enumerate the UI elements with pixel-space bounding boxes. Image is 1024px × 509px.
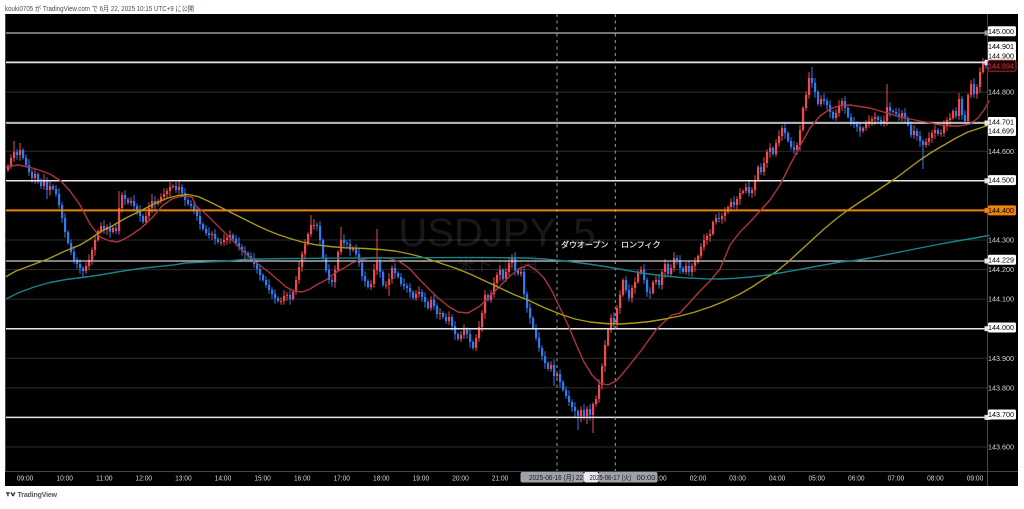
- svg-text:14:00: 14:00: [215, 473, 232, 482]
- svg-text:20:00: 20:00: [452, 473, 469, 482]
- svg-text:12:00: 12:00: [136, 473, 153, 482]
- svg-text:143.700: 143.700: [988, 410, 1014, 419]
- svg-text:144.229: 144.229: [988, 255, 1014, 264]
- svg-text:03:00: 03:00: [729, 473, 746, 482]
- svg-text:144.200: 144.200: [988, 265, 1014, 274]
- svg-text:144.300: 144.300: [988, 236, 1014, 245]
- svg-text:143.600: 143.600: [988, 443, 1014, 452]
- svg-text:04:00: 04:00: [769, 473, 786, 482]
- svg-text:2025-06-17 (火): 2025-06-17 (火): [590, 474, 632, 482]
- svg-text:144.500: 144.500: [988, 176, 1014, 185]
- svg-text:144.894: 144.894: [988, 61, 1014, 70]
- svg-text:144.000: 144.000: [988, 323, 1014, 332]
- svg-text:144.900: 144.900: [988, 51, 1014, 60]
- svg-text:144.901: 144.901: [988, 42, 1014, 51]
- svg-text:09:00: 09:00: [17, 473, 34, 482]
- svg-text:2025-06-16 (月) 22: 2025-06-16 (月) 22: [529, 474, 583, 482]
- svg-text:143.800: 143.800: [988, 383, 1014, 392]
- svg-text:17:00: 17:00: [333, 473, 350, 482]
- svg-text:21:00: 21:00: [492, 473, 509, 482]
- svg-text:01:00: 01:00: [650, 473, 667, 482]
- svg-text:02:00: 02:00: [690, 473, 707, 482]
- svg-text:144.699: 144.699: [988, 127, 1014, 136]
- svg-text:16:00: 16:00: [294, 473, 311, 482]
- svg-text:ダウオープン: ダウオープン: [561, 240, 609, 250]
- svg-text:08:00: 08:00: [927, 473, 944, 482]
- svg-text:11:00: 11:00: [96, 473, 113, 482]
- svg-text:07:00: 07:00: [888, 473, 905, 482]
- svg-text:18:00: 18:00: [373, 473, 390, 482]
- svg-text:144.100: 144.100: [988, 295, 1014, 304]
- svg-text:143.900: 143.900: [988, 354, 1014, 363]
- svg-text:06:00: 06:00: [848, 473, 865, 482]
- svg-text:145.000: 145.000: [988, 27, 1014, 36]
- svg-text:144.600: 144.600: [988, 147, 1014, 156]
- svg-text:144.800: 144.800: [988, 88, 1014, 97]
- svg-text:10:00: 10:00: [56, 473, 73, 482]
- svg-text:09:00: 09:00: [967, 473, 984, 482]
- svg-text:13:00: 13:00: [175, 473, 192, 482]
- svg-text:144.701: 144.701: [988, 118, 1014, 127]
- svg-text:00:00: 00:00: [637, 475, 656, 482]
- svg-text:19:00: 19:00: [413, 473, 430, 482]
- svg-text:USDJPY, 5: USDJPY, 5: [398, 211, 595, 255]
- svg-text:05:00: 05:00: [808, 473, 825, 482]
- svg-text:ロンフィク: ロンフィク: [621, 240, 661, 250]
- svg-text:15:00: 15:00: [254, 473, 271, 482]
- svg-text:144.400: 144.400: [988, 206, 1014, 215]
